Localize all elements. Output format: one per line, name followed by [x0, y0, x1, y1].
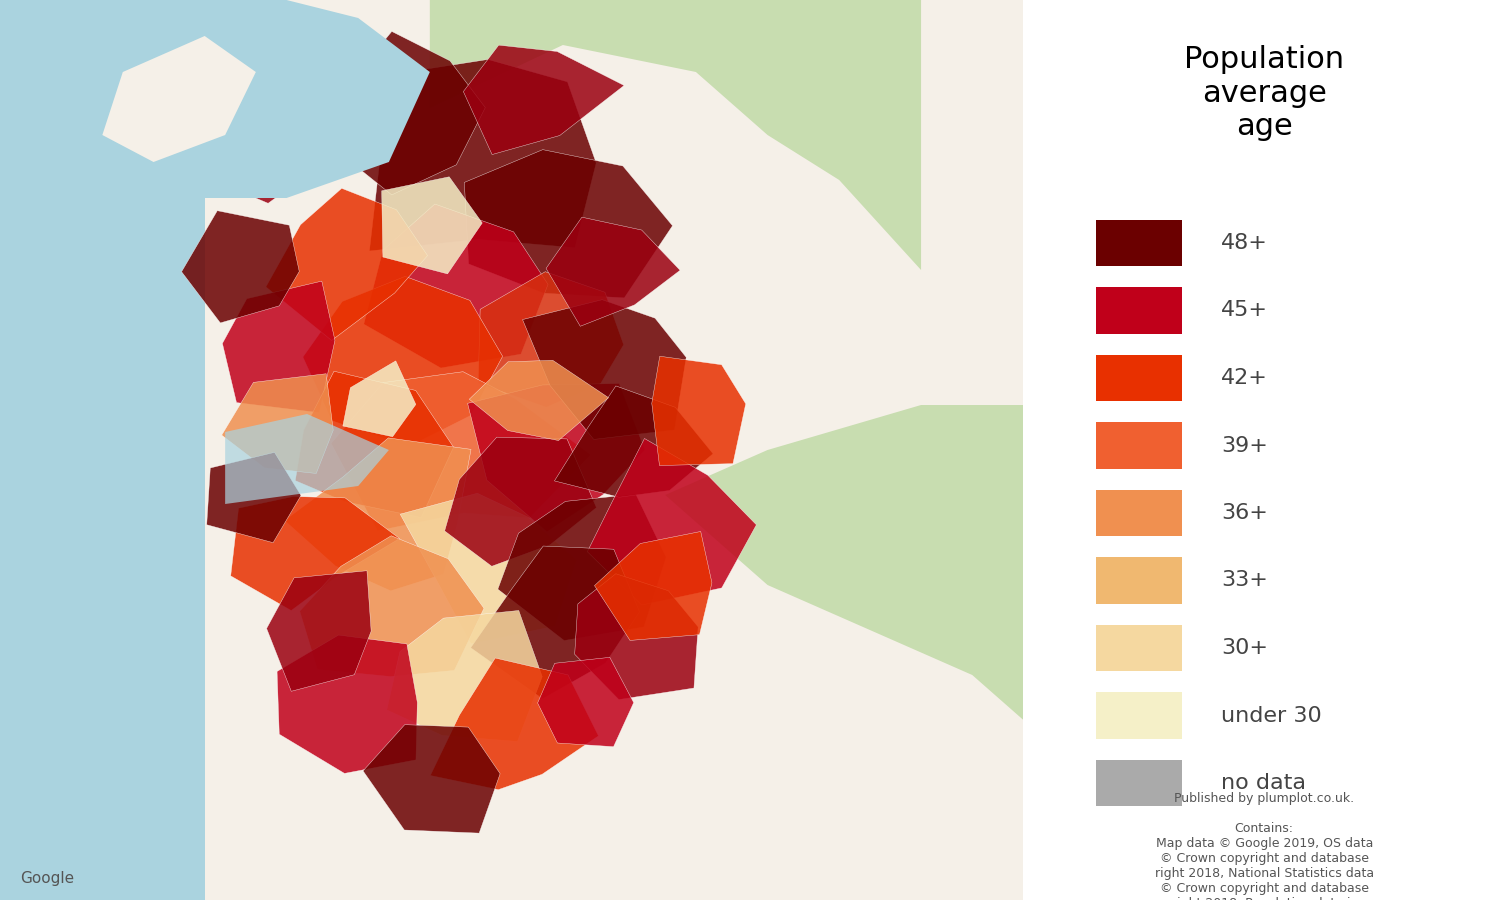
FancyBboxPatch shape: [1096, 490, 1183, 536]
Text: 45+: 45+: [1221, 301, 1267, 320]
FancyBboxPatch shape: [1096, 557, 1183, 604]
Text: under 30: under 30: [1221, 706, 1321, 725]
Polygon shape: [102, 36, 256, 162]
Polygon shape: [665, 405, 1023, 720]
Polygon shape: [430, 0, 921, 270]
Text: Published by plumplot.co.uk.

Contains:
Map data © Google 2019, OS data
© Crown : Published by plumplot.co.uk. Contains: M…: [1154, 792, 1374, 900]
Polygon shape: [205, 0, 430, 198]
Polygon shape: [465, 149, 673, 298]
Polygon shape: [468, 383, 646, 532]
Polygon shape: [230, 497, 400, 610]
Polygon shape: [369, 59, 596, 251]
Polygon shape: [479, 272, 623, 407]
Polygon shape: [587, 438, 757, 605]
Polygon shape: [266, 571, 372, 691]
Polygon shape: [470, 360, 608, 440]
Polygon shape: [382, 176, 482, 274]
Text: 33+: 33+: [1221, 571, 1267, 590]
Text: 42+: 42+: [1221, 368, 1267, 388]
Polygon shape: [221, 121, 321, 203]
Polygon shape: [266, 188, 427, 340]
Polygon shape: [206, 453, 301, 543]
FancyBboxPatch shape: [205, 0, 1023, 900]
Polygon shape: [444, 437, 596, 566]
Polygon shape: [287, 59, 409, 161]
FancyBboxPatch shape: [1096, 355, 1183, 401]
Polygon shape: [471, 546, 640, 698]
FancyBboxPatch shape: [0, 0, 358, 900]
Polygon shape: [652, 356, 746, 465]
Polygon shape: [363, 724, 500, 833]
Polygon shape: [464, 45, 625, 155]
Polygon shape: [537, 657, 634, 747]
FancyBboxPatch shape: [1096, 220, 1183, 266]
FancyBboxPatch shape: [1096, 760, 1183, 806]
Polygon shape: [331, 32, 485, 195]
Polygon shape: [575, 573, 698, 699]
FancyBboxPatch shape: [1096, 287, 1183, 334]
Polygon shape: [223, 281, 336, 413]
Polygon shape: [226, 414, 388, 504]
Polygon shape: [522, 300, 686, 439]
Polygon shape: [284, 438, 471, 590]
Text: Population
average
age: Population average age: [1184, 45, 1344, 141]
Polygon shape: [303, 276, 503, 446]
Polygon shape: [387, 610, 542, 742]
Polygon shape: [546, 217, 680, 327]
Polygon shape: [554, 386, 713, 497]
Polygon shape: [400, 493, 576, 644]
Text: 48+: 48+: [1221, 233, 1267, 253]
Polygon shape: [498, 494, 667, 641]
Polygon shape: [221, 374, 333, 473]
Polygon shape: [299, 536, 485, 677]
Polygon shape: [277, 635, 417, 773]
FancyBboxPatch shape: [1096, 692, 1183, 739]
Text: 30+: 30+: [1221, 638, 1267, 658]
Polygon shape: [364, 204, 548, 368]
Polygon shape: [182, 211, 299, 323]
Polygon shape: [331, 372, 591, 531]
Polygon shape: [430, 658, 599, 789]
Text: no data: no data: [1221, 773, 1306, 793]
Polygon shape: [343, 361, 415, 436]
FancyBboxPatch shape: [1096, 625, 1183, 671]
Polygon shape: [594, 532, 712, 641]
Text: 36+: 36+: [1221, 503, 1267, 523]
Text: Google: Google: [21, 871, 75, 886]
Polygon shape: [295, 371, 453, 518]
Text: 39+: 39+: [1221, 436, 1267, 455]
FancyBboxPatch shape: [1096, 422, 1183, 469]
